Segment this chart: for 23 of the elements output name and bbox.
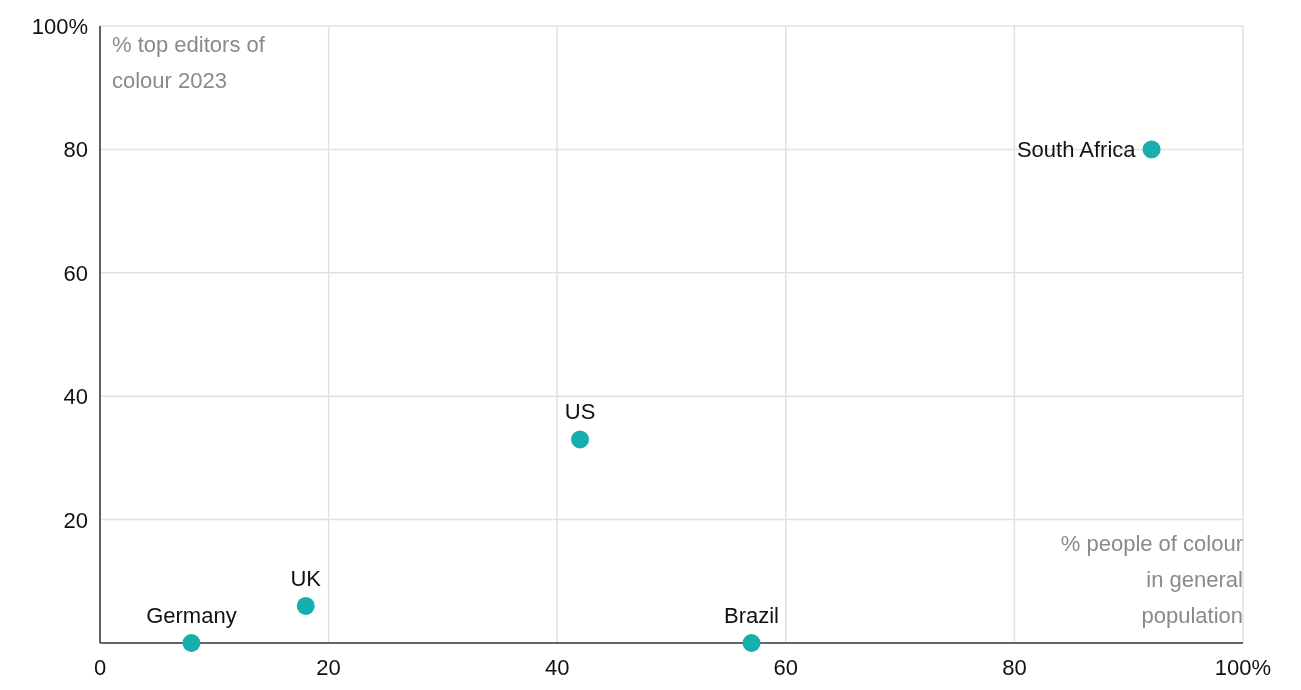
y-axis-title: % top editors of colour 2023: [112, 32, 266, 93]
x-tick-label: 20: [316, 655, 341, 680]
x-axis-title: % people of colour in general population: [1060, 531, 1243, 628]
point: [571, 430, 590, 449]
x-tick-label: 80: [1002, 655, 1027, 680]
y-tick-label: 60: [63, 260, 88, 286]
x-tick-label: 100%: [1214, 655, 1272, 680]
point: [742, 634, 761, 652]
annotation: UK: [290, 565, 322, 591]
annotation: US: [564, 399, 596, 425]
y-tick-label: 40: [63, 384, 88, 410]
annotation: Germany: [146, 603, 237, 628]
point: [296, 596, 315, 615]
annotation: Brazil: [724, 603, 780, 628]
y-tick-label: 20: [63, 507, 88, 533]
y-tick-label: 80: [63, 137, 88, 163]
point: [1142, 140, 1161, 159]
x-tick-label: 0: [93, 655, 107, 680]
point: [182, 634, 201, 652]
annotation: South Africa: [1016, 137, 1137, 163]
x-tick-label: 60: [773, 655, 799, 680]
y-tick-label: 100%: [31, 14, 88, 39]
x-tick-label: 40: [544, 655, 570, 680]
